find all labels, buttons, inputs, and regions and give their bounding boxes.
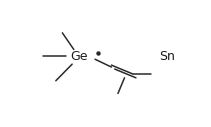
Text: Ge: Ge — [70, 50, 87, 63]
Text: Sn: Sn — [159, 50, 175, 63]
